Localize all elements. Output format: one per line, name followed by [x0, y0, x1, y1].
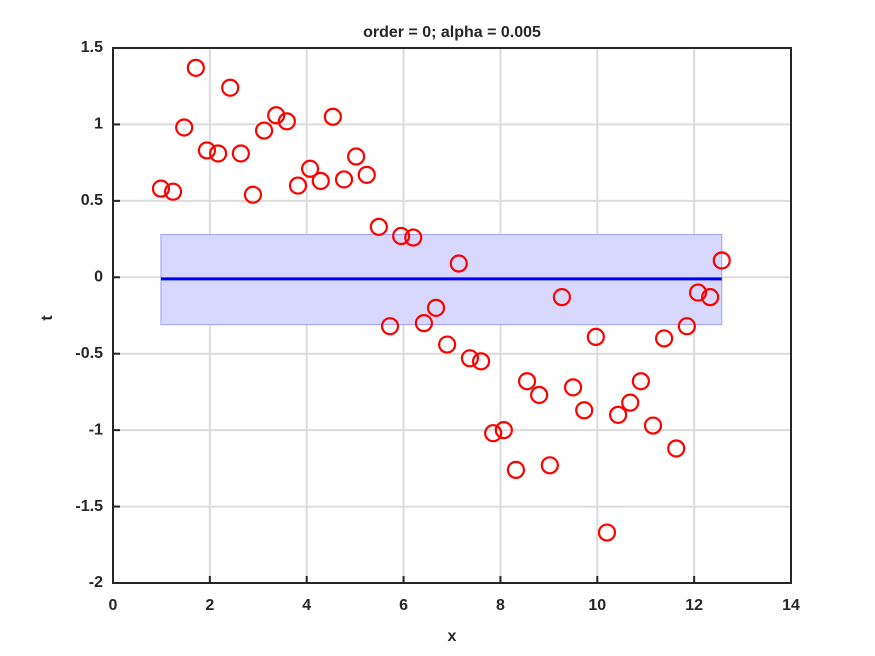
data-point [586, 327, 605, 346]
data-point [655, 329, 674, 348]
data-point [540, 456, 559, 475]
data-point [517, 372, 537, 391]
y-tick-label: 1.5 [81, 39, 103, 56]
data-point [186, 58, 205, 77]
data-point [357, 165, 376, 184]
data-point [701, 288, 720, 307]
x-axis-label: x [448, 628, 457, 645]
data-point [323, 107, 342, 126]
data-point [231, 144, 250, 163]
x-tick-label: 14 [782, 597, 800, 614]
x-tick-label: 0 [109, 597, 118, 614]
data-point [414, 314, 434, 333]
data-point [688, 283, 708, 302]
data-point [221, 78, 240, 97]
data-point [267, 106, 286, 125]
data-point [609, 405, 628, 424]
chart-title: order = 0; alpha = 0.005 [363, 24, 541, 41]
data-point [334, 170, 354, 189]
data-point [484, 424, 503, 443]
y-tick-label: 0 [94, 269, 103, 286]
y-tick-label: -1.5 [75, 498, 103, 515]
data-point [392, 226, 411, 246]
data-point [163, 182, 183, 201]
data-point [347, 147, 366, 166]
y-tick-label: -0.5 [75, 345, 103, 362]
axes-box [112, 47, 792, 584]
data-point [404, 228, 423, 247]
y-tick-label: 0.5 [81, 192, 103, 209]
y-axis-label: t [39, 315, 56, 321]
y-tick-label: -1 [89, 421, 103, 438]
data-point [621, 393, 640, 412]
data-point [301, 159, 320, 178]
data-point [426, 298, 446, 317]
data-point [151, 179, 171, 198]
data-point [530, 385, 549, 405]
x-tick-label: 6 [399, 597, 408, 614]
x-tick-label: 12 [685, 597, 703, 614]
data-point [471, 352, 491, 371]
data-point [380, 317, 400, 336]
data-point [712, 251, 731, 270]
x-tick-label: 2 [205, 597, 214, 614]
data-point [460, 349, 480, 368]
data-point [208, 144, 228, 163]
x-tick-label: 10 [588, 597, 606, 614]
data-point [631, 372, 650, 391]
data-point [277, 112, 296, 131]
y-tick-label: 1 [94, 116, 103, 133]
data-point [506, 460, 526, 479]
data-point [438, 335, 457, 354]
data-point [369, 217, 388, 236]
data-point [575, 401, 594, 420]
data-point [563, 378, 583, 397]
data-point [667, 439, 686, 458]
data-point [552, 288, 572, 307]
y-tick-label: -2 [89, 574, 103, 591]
data-point [643, 416, 663, 435]
data-point [243, 185, 263, 204]
x-tick-label: 8 [496, 597, 505, 614]
data-point [175, 118, 194, 137]
data-point [311, 171, 330, 191]
data-point [449, 254, 468, 273]
data-point [677, 317, 696, 336]
data-point [597, 523, 617, 542]
x-tick-label: 4 [302, 597, 311, 614]
data-point [288, 176, 308, 195]
data-point [197, 141, 217, 160]
data-point [494, 421, 513, 440]
data-point [254, 121, 274, 140]
